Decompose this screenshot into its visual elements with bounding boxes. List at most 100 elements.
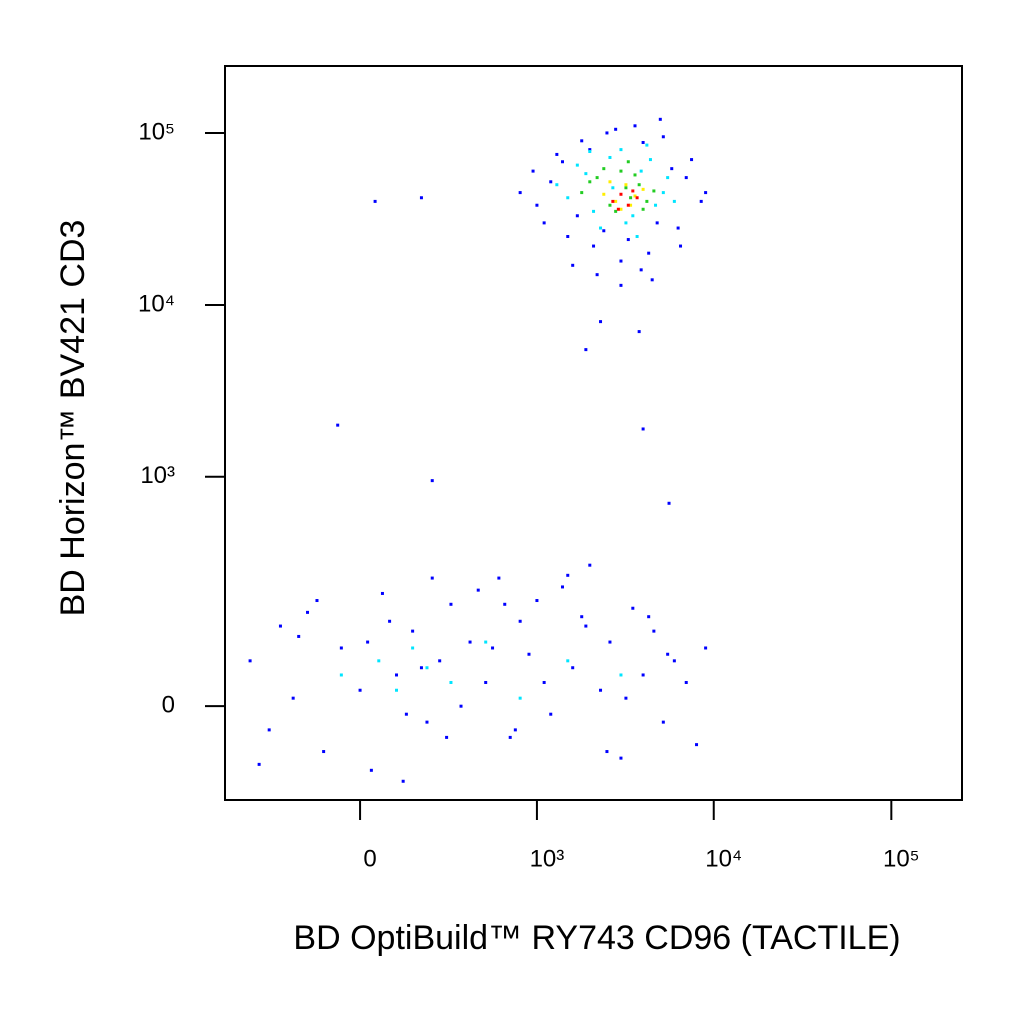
data-point (639, 268, 643, 272)
data-point (592, 209, 596, 213)
data-point (602, 192, 606, 196)
data-point (339, 673, 343, 677)
data-point (438, 659, 442, 663)
data-point (518, 191, 522, 195)
data-point (608, 203, 612, 207)
x-axis-title: BD OptiBuild™ RY743 CD96 (TACTILE) (293, 919, 900, 957)
data-point (560, 585, 564, 589)
data-point (491, 646, 495, 650)
data-point (518, 619, 522, 623)
data-point (635, 196, 639, 200)
data-point (566, 196, 570, 200)
data-point (704, 191, 708, 195)
data-point (672, 659, 676, 663)
data-point (633, 124, 637, 128)
data-point (588, 563, 592, 567)
data-point (322, 750, 326, 754)
data-point (425, 720, 429, 724)
data-point (614, 199, 618, 203)
data-point (297, 634, 301, 638)
data-point (641, 673, 645, 677)
data-point (571, 263, 575, 267)
data-point (336, 423, 340, 427)
data-point (339, 646, 343, 650)
data-point (503, 602, 507, 606)
data-point (430, 479, 434, 483)
data-point (684, 176, 688, 180)
data-point (670, 167, 674, 171)
data-point (595, 176, 599, 180)
data-point (624, 696, 628, 700)
data-point (566, 573, 570, 577)
data-point (599, 226, 603, 230)
data-point (654, 203, 658, 207)
data-point (611, 199, 615, 203)
data-point (527, 652, 531, 656)
data-point (445, 735, 449, 739)
data-point (641, 140, 645, 144)
data-point (619, 169, 623, 173)
data-point (369, 768, 373, 772)
data-point (676, 226, 680, 230)
data-point (566, 235, 570, 239)
data-point (631, 606, 635, 610)
data-point (614, 127, 618, 131)
data-point (580, 191, 584, 195)
data-point (619, 259, 623, 263)
plot-frame (224, 65, 963, 801)
data-point (592, 244, 596, 248)
data-point (679, 244, 683, 248)
data-point (619, 756, 623, 760)
data-point (555, 183, 559, 187)
data-point (614, 209, 618, 213)
data-point (388, 619, 392, 623)
data-point (684, 680, 688, 684)
y-tick-label: 10⁴ (138, 290, 175, 317)
data-point (366, 640, 370, 644)
data-point (641, 187, 645, 191)
data-point (584, 172, 588, 176)
data-point (584, 624, 588, 628)
data-point (449, 680, 453, 684)
data-point (602, 229, 606, 233)
data-point (631, 214, 635, 218)
data-point (631, 189, 635, 193)
data-point (650, 278, 654, 282)
data-point (647, 251, 651, 255)
data-point (535, 599, 539, 603)
data-point (637, 183, 641, 187)
data-point (380, 591, 384, 595)
data-point (267, 728, 271, 732)
data-point (619, 148, 623, 152)
data-point (652, 189, 656, 193)
data-point (542, 680, 546, 684)
data-point (641, 427, 645, 431)
data-point (373, 199, 377, 203)
data-point (619, 207, 623, 211)
data-point (588, 148, 592, 152)
data-point (626, 238, 630, 242)
data-point (560, 160, 564, 164)
data-point (358, 688, 362, 692)
data-point (531, 169, 535, 173)
data-point (595, 273, 599, 277)
data-point (575, 214, 579, 218)
data-point (672, 199, 676, 203)
data-point (584, 348, 588, 352)
data-point (626, 203, 630, 207)
data-point (599, 320, 603, 324)
data-point (647, 615, 651, 619)
data-point (658, 117, 662, 121)
y-tick-label: 0 (162, 692, 175, 719)
data-point (549, 712, 553, 716)
data-point (619, 192, 623, 196)
data-point (535, 203, 539, 207)
data-point (608, 640, 612, 644)
data-point (704, 646, 708, 650)
data-point (468, 640, 472, 644)
data-point (257, 762, 261, 766)
data-point (580, 615, 584, 619)
data-point (306, 610, 310, 614)
data-point (611, 186, 615, 190)
